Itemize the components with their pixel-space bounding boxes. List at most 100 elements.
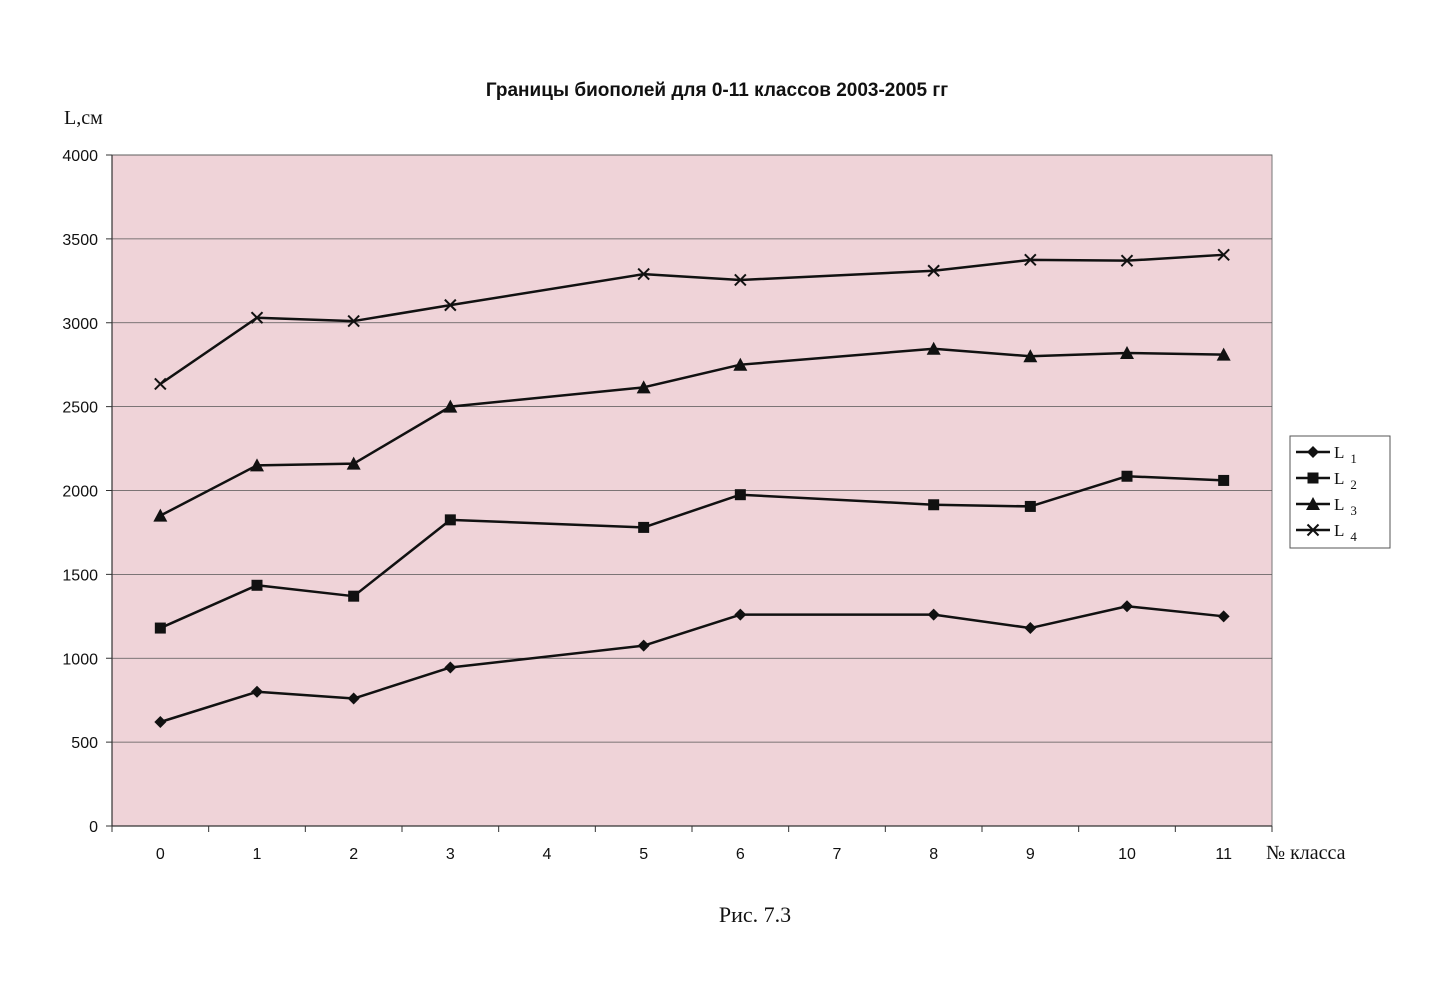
y-axis-ticks: 0 500 1000 1500 2000 2500 3000 3500 4000 bbox=[62, 148, 112, 836]
data-point bbox=[154, 622, 166, 634]
data-point bbox=[1306, 523, 1320, 537]
x-tick-label: 2 bbox=[349, 846, 358, 863]
data-point bbox=[734, 489, 746, 501]
data-point bbox=[637, 267, 650, 281]
legend: L 1L 2L 3L 4 bbox=[1289, 435, 1391, 549]
x-marker-stroke bbox=[444, 298, 457, 312]
x-tick-label: 6 bbox=[736, 846, 745, 863]
data-point bbox=[733, 357, 748, 371]
x-marker-stroke bbox=[734, 273, 747, 287]
legend-label-base: L bbox=[1334, 443, 1344, 462]
x-tick-label: 1 bbox=[253, 846, 262, 863]
y-tick-label: 3500 bbox=[62, 232, 98, 249]
series-line bbox=[159, 474, 1224, 630]
series-4 bbox=[154, 248, 1230, 391]
data-point bbox=[346, 456, 361, 470]
data-point bbox=[1306, 497, 1320, 510]
y-tick-label: 500 bbox=[71, 735, 98, 752]
x-tick-label: 9 bbox=[1026, 846, 1035, 863]
data-point bbox=[1121, 600, 1133, 613]
data-point bbox=[1121, 470, 1133, 482]
x-marker-stroke bbox=[927, 264, 940, 277]
x-marker-stroke bbox=[250, 311, 264, 324]
data-point bbox=[347, 314, 360, 328]
x-marker-stroke bbox=[1024, 253, 1037, 267]
grid-lines bbox=[112, 154, 1272, 743]
series-layer bbox=[153, 248, 1231, 728]
data-point bbox=[637, 639, 650, 652]
data-point bbox=[250, 311, 264, 324]
chart-title: Границы биополей для 0-11 классов 2003-2… bbox=[486, 80, 948, 101]
data-point bbox=[1217, 610, 1230, 623]
figure-caption: Рис. 7.3 bbox=[719, 902, 791, 927]
y-axis-label: L,см bbox=[64, 107, 103, 129]
legend-label-base: L bbox=[1334, 521, 1344, 540]
data-point bbox=[1024, 622, 1037, 635]
x-marker-stroke bbox=[637, 267, 650, 281]
data-point bbox=[444, 514, 456, 526]
data-point bbox=[348, 590, 360, 602]
data-point bbox=[1217, 248, 1230, 262]
legend-label-subscript: 4 bbox=[1350, 529, 1357, 544]
series-1 bbox=[154, 600, 1230, 728]
data-point bbox=[928, 499, 940, 511]
x-marker-stroke bbox=[154, 377, 167, 391]
data-point bbox=[1120, 254, 1134, 267]
x-tick-label: 4 bbox=[543, 846, 552, 863]
legend-label-base: L bbox=[1334, 495, 1344, 514]
x-marker-stroke bbox=[347, 314, 360, 328]
data-point bbox=[927, 608, 940, 621]
x-tick-label: 5 bbox=[639, 846, 648, 863]
y-tick-label: 3000 bbox=[62, 316, 98, 333]
data-point bbox=[444, 298, 457, 312]
series-line bbox=[159, 347, 1224, 517]
legend-label-subscript: 2 bbox=[1350, 477, 1357, 492]
data-point bbox=[250, 458, 264, 472]
y-tick-label: 2500 bbox=[62, 400, 98, 417]
data-point bbox=[734, 273, 747, 287]
data-point bbox=[251, 579, 263, 591]
data-point bbox=[636, 380, 651, 394]
data-point bbox=[734, 608, 747, 621]
y-tick-label: 0 bbox=[89, 819, 98, 836]
data-point bbox=[1120, 345, 1134, 359]
data-point bbox=[444, 661, 457, 674]
x-tick-label: 10 bbox=[1118, 846, 1136, 863]
data-point bbox=[1023, 349, 1038, 363]
x-tick-label: 0 bbox=[156, 846, 165, 863]
data-point bbox=[154, 377, 167, 391]
data-point bbox=[1218, 474, 1230, 486]
x-tick-label: 8 bbox=[929, 846, 938, 863]
y-tick-label: 2000 bbox=[62, 484, 98, 501]
x-axis-label: № класса bbox=[1266, 842, 1346, 864]
x-marker-stroke bbox=[1120, 254, 1134, 267]
data-point bbox=[251, 685, 263, 698]
series-line bbox=[159, 604, 1224, 724]
legend-label-base: L bbox=[1334, 469, 1344, 488]
x-tick-label: 3 bbox=[446, 846, 455, 863]
data-point bbox=[927, 264, 940, 277]
data-point bbox=[1307, 472, 1319, 484]
legend-label-subscript: 1 bbox=[1350, 451, 1357, 466]
legend-label-subscript: 3 bbox=[1350, 503, 1357, 518]
data-point bbox=[1216, 347, 1231, 361]
x-marker-stroke bbox=[1306, 523, 1320, 537]
series-line bbox=[159, 253, 1224, 386]
data-point bbox=[443, 399, 458, 413]
x-tick-label: 7 bbox=[833, 846, 842, 863]
series-2 bbox=[154, 470, 1230, 634]
data-point bbox=[926, 341, 941, 355]
x-axis-ticks: 0 1 2 3 4 5 6 7 8 9 10 11 bbox=[111, 826, 1273, 863]
y-tick-label: 4000 bbox=[62, 148, 98, 165]
data-point bbox=[154, 715, 167, 728]
y-tick-label: 1000 bbox=[62, 651, 98, 668]
